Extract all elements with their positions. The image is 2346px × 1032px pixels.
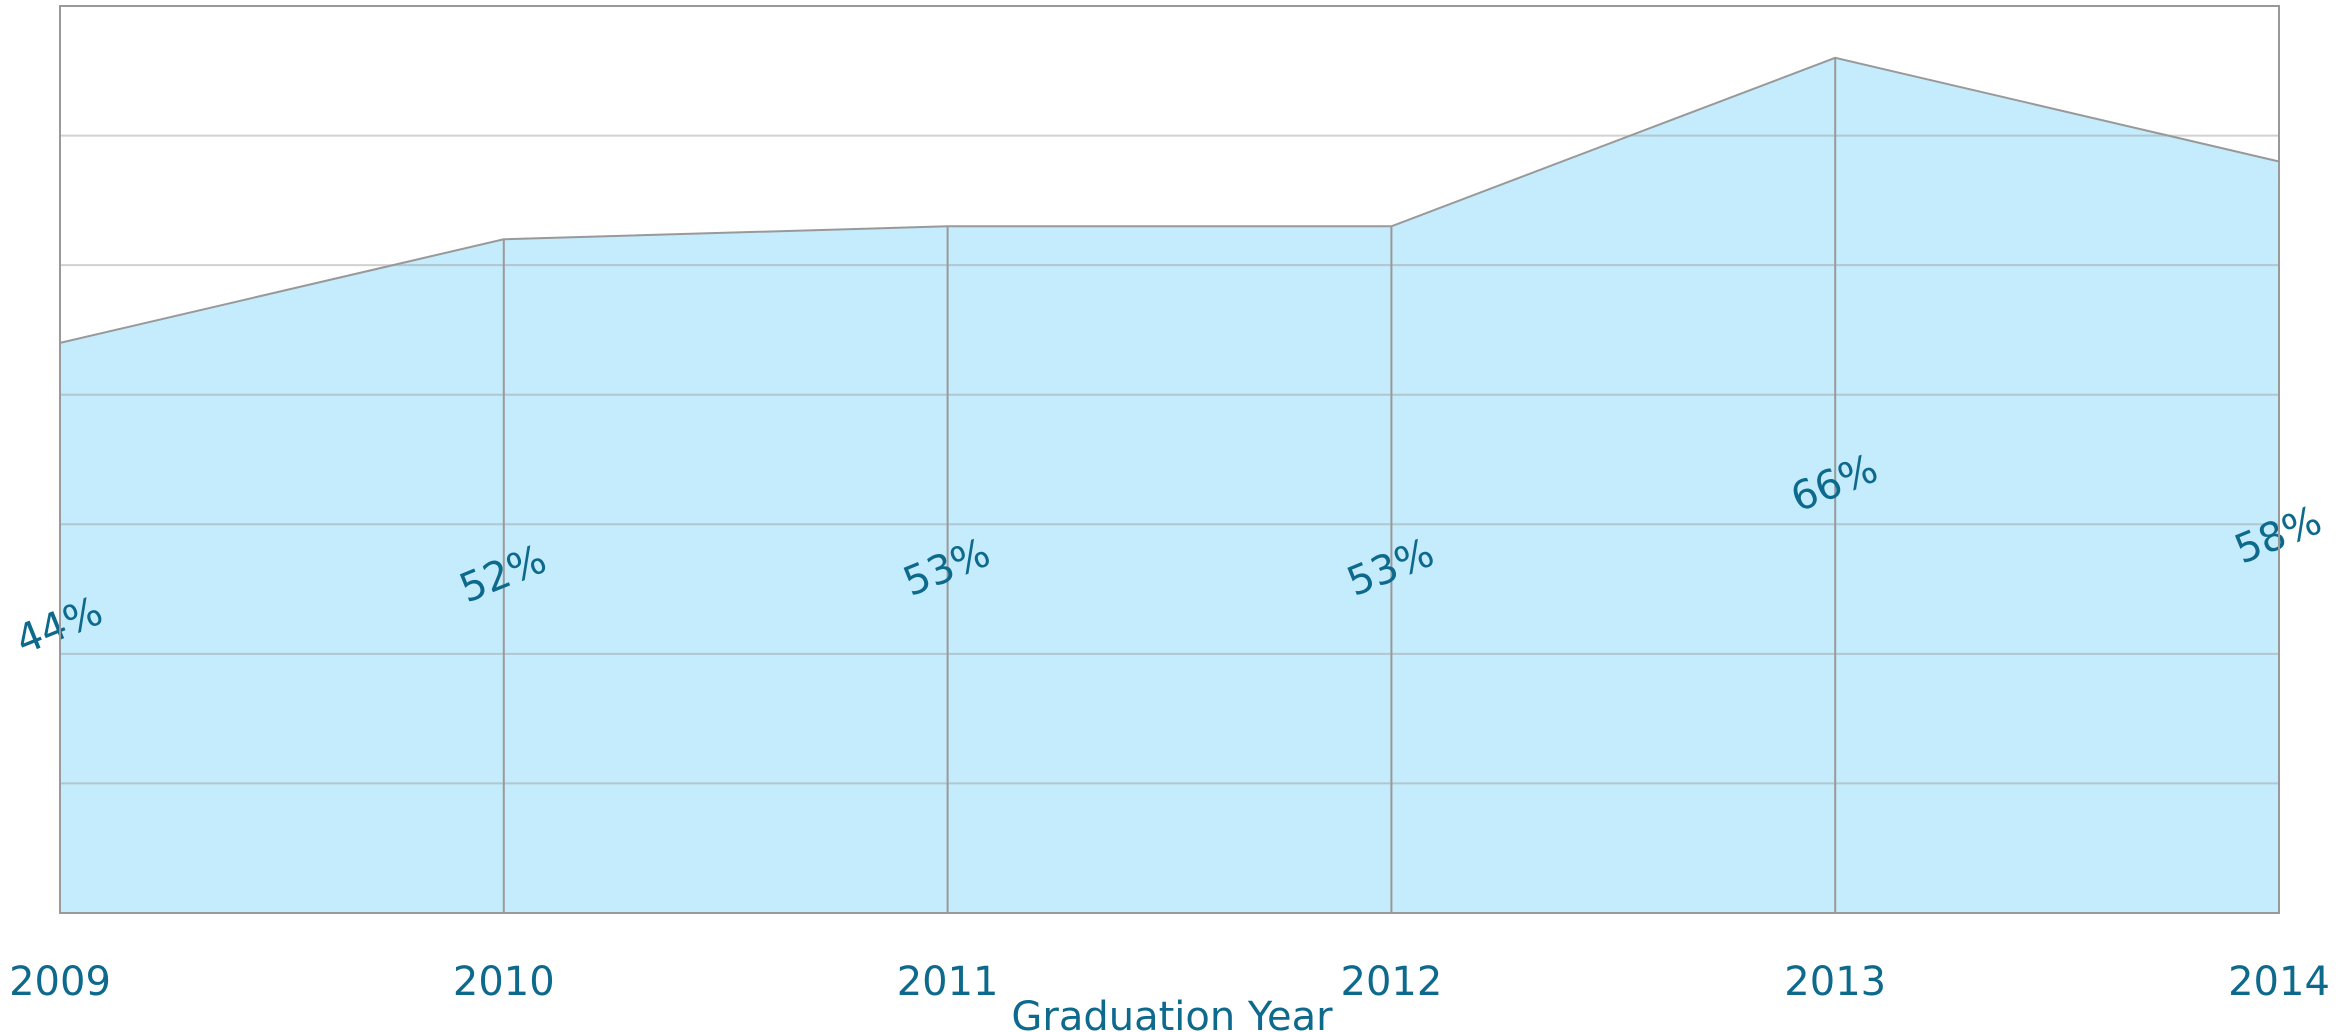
x-axis-title: Graduation Year [1011, 994, 1333, 1032]
x-tick-label: 2010 [453, 959, 555, 1005]
x-tick-label: 2011 [897, 959, 999, 1005]
plot-frame [59, 5, 2280, 914]
x-tick-label: 2012 [1341, 959, 1443, 1005]
x-tick-label: 2014 [2228, 959, 2330, 1005]
x-tick-label: 2013 [1784, 959, 1886, 1005]
area-outline [59, 56, 2280, 344]
area [60, 57, 2279, 914]
x-tick-label: 2009 [9, 959, 111, 1005]
